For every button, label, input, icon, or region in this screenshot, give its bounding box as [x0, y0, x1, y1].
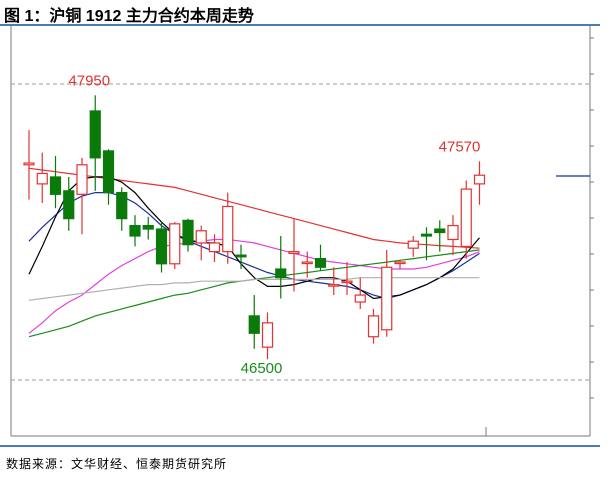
- candle: [222, 192, 234, 264]
- candle: [102, 149, 115, 205]
- candle: [354, 277, 366, 309]
- candlestick-chart: 47950 46500 47570: [10, 26, 594, 437]
- ma-line-1: [28, 167, 480, 249]
- candle-body: [460, 188, 472, 248]
- candle-body: [155, 228, 168, 265]
- candle: [367, 308, 380, 344]
- candle: [460, 180, 472, 259]
- candle-body: [434, 228, 446, 234]
- candle: [76, 157, 88, 235]
- candle: [169, 222, 181, 269]
- candle-body: [63, 190, 75, 220]
- candle-body: [182, 219, 194, 246]
- candle: [142, 216, 154, 240]
- candle-body: [235, 254, 247, 258]
- candle: [407, 236, 419, 257]
- candle-body: [261, 322, 274, 348]
- candle: [89, 95, 101, 191]
- candle: [394, 260, 406, 269]
- candle: [23, 130, 35, 200]
- candle-body: [354, 294, 366, 303]
- candle: [235, 244, 247, 269]
- title-underline: [0, 24, 600, 26]
- candle: [328, 267, 340, 296]
- candle-body: [129, 224, 141, 237]
- candle-body: [473, 174, 486, 185]
- annotation-labels: 47950 46500 47570: [68, 72, 480, 377]
- candle: [248, 295, 260, 349]
- candle: [155, 222, 168, 273]
- candle: [381, 249, 393, 337]
- candle-body: [341, 280, 353, 284]
- annotation-high-label: 47950: [68, 72, 110, 89]
- annotation-high-label: 47570: [439, 138, 481, 155]
- candle-body: [328, 284, 340, 287]
- candle-body: [142, 224, 154, 230]
- candle-body: [195, 230, 207, 244]
- ma-line-3: [28, 238, 480, 334]
- candle: [195, 225, 207, 261]
- candle: [36, 152, 48, 203]
- candle-body: [208, 242, 221, 253]
- candle: [49, 156, 62, 209]
- candle-body: [102, 150, 115, 194]
- figure-title: 图 1：沪铜 1912 主力合约本周走势: [4, 8, 254, 25]
- candle-body: [367, 315, 380, 338]
- candle-body: [248, 315, 260, 334]
- candle: [420, 227, 433, 261]
- candle: [473, 161, 486, 205]
- candle: [341, 262, 353, 296]
- candle-body: [222, 205, 234, 253]
- candle-body: [275, 268, 287, 279]
- candle-body: [49, 176, 62, 195]
- candle: [63, 176, 75, 231]
- annotation-low-label: 46500: [241, 360, 283, 377]
- candle: [301, 251, 313, 278]
- ma-line-4: [28, 176, 480, 300]
- candle-body: [447, 224, 459, 241]
- candle-body: [394, 261, 406, 265]
- candle: [314, 244, 327, 271]
- candle: [116, 187, 128, 231]
- candle-body: [116, 191, 128, 220]
- candle-body: [89, 110, 101, 159]
- candle: [261, 312, 274, 360]
- candle-body: [407, 240, 419, 249]
- candle-body: [36, 172, 48, 185]
- source-rule: [0, 445, 600, 447]
- candle-body: [169, 223, 181, 265]
- candle: [182, 218, 194, 252]
- candles: [23, 95, 486, 360]
- candle-body: [381, 266, 393, 331]
- candle-body: [23, 162, 35, 166]
- candle: [447, 215, 459, 256]
- candle: [288, 218, 300, 292]
- plot-frame: [10, 26, 594, 437]
- candle-body: [288, 251, 300, 254]
- candle-body: [301, 261, 313, 265]
- candle-body: [420, 233, 433, 237]
- data-source: 数据来源：文华财经、恒泰期货研究所: [6, 457, 228, 471]
- candle: [434, 220, 446, 252]
- candle: [129, 215, 141, 247]
- candle: [275, 236, 287, 299]
- candle-body: [76, 164, 88, 195]
- candle-body: [314, 257, 327, 268]
- candle: [208, 234, 221, 263]
- ma-line-6: [28, 277, 480, 301]
